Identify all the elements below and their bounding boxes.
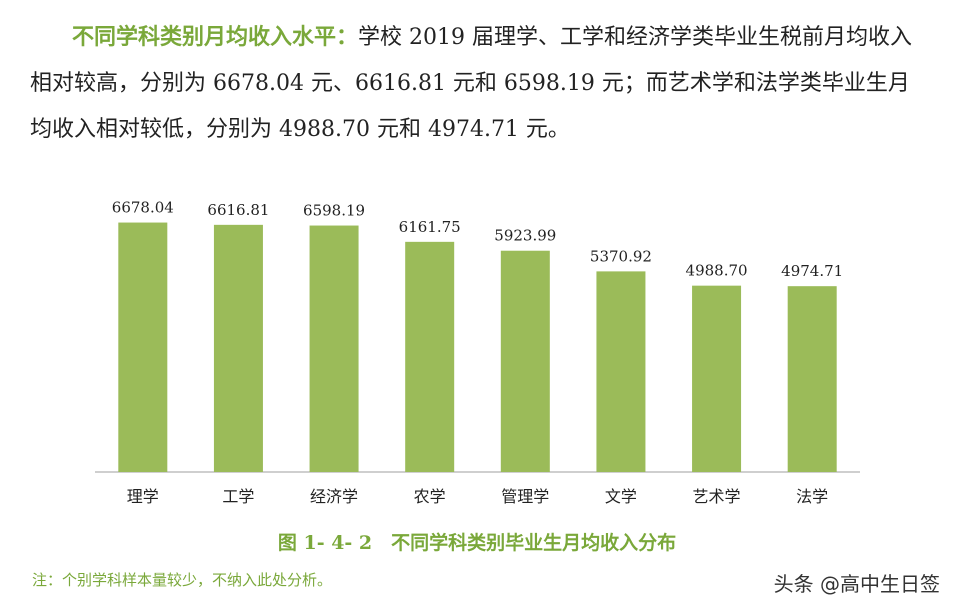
paragraph-lead: 不同学科类别月均收入水平： [72, 24, 359, 50]
category-label-0: 理学 [127, 487, 159, 506]
value-label-2: 6598.19 [303, 202, 365, 220]
footnote: 注：个别学科样本量较少，不纳入此处分析。 [32, 571, 333, 589]
bar-4 [500, 250, 550, 472]
value-label-5: 5370.92 [590, 247, 652, 265]
category-label-2: 经济学 [310, 487, 358, 506]
value-label-0: 6678.04 [112, 199, 174, 217]
category-label-5: 文学 [605, 487, 637, 506]
bar-5 [596, 271, 646, 472]
summary-paragraph: 不同学科类别月均收入水平：学校 2019 届理学、工学和经济学类毕业生税前月均收… [30, 14, 930, 153]
bar-7 [787, 286, 837, 472]
category-label-1: 工学 [222, 487, 254, 506]
figure-caption: 图 1- 4- 2 不同学科类别毕业生月均收入分布 [277, 532, 677, 554]
category-label-7: 法学 [796, 487, 828, 506]
value-label-4: 5923.99 [494, 227, 556, 245]
value-label-1: 6616.81 [207, 201, 269, 219]
category-label-6: 艺术学 [693, 487, 741, 506]
category-label-4: 管理学 [501, 487, 549, 506]
value-label-6: 4988.70 [686, 262, 748, 280]
category-label-3: 农学 [414, 487, 446, 506]
bar-0 [118, 222, 168, 472]
watermark: 头条 @高中生日签 [773, 572, 940, 596]
value-label-3: 6161.75 [399, 218, 461, 236]
bar-6 [692, 285, 742, 472]
bar-3 [405, 241, 455, 472]
bar-2 [309, 225, 359, 472]
paragraph-body: 学校 2019 届理学、工学和经济学类毕业生税前月均收入相对较高，分别为 667… [30, 25, 912, 142]
bar-1 [213, 224, 263, 472]
value-label-7: 4974.71 [781, 262, 843, 280]
